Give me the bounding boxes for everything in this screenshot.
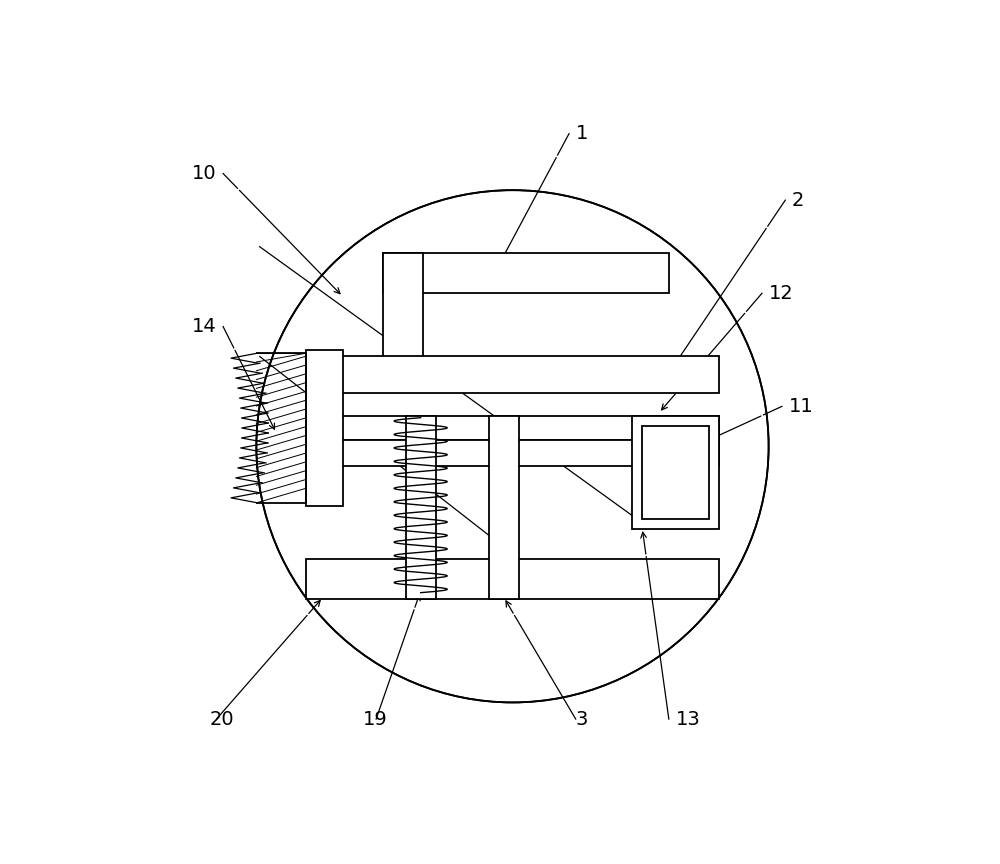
Bar [306, 416, 719, 440]
Text: 19: 19 [363, 709, 388, 728]
Text: 13: 13 [675, 709, 700, 728]
Bar [632, 416, 719, 530]
Bar [406, 416, 436, 600]
Text: 3: 3 [576, 709, 588, 728]
Text: 11: 11 [789, 397, 813, 416]
Text: 20: 20 [210, 709, 234, 728]
Bar [306, 350, 343, 506]
Circle shape [256, 190, 769, 702]
Bar [383, 253, 423, 359]
Bar [383, 253, 669, 293]
Bar [306, 559, 719, 600]
Bar [489, 416, 519, 600]
Text: 10: 10 [192, 164, 216, 183]
Bar [306, 440, 719, 467]
Text: 14: 14 [192, 317, 216, 336]
Bar [306, 357, 719, 393]
Text: 12: 12 [769, 283, 793, 302]
Text: 1: 1 [576, 124, 588, 143]
Text: 2: 2 [792, 191, 804, 210]
Bar [642, 426, 709, 519]
